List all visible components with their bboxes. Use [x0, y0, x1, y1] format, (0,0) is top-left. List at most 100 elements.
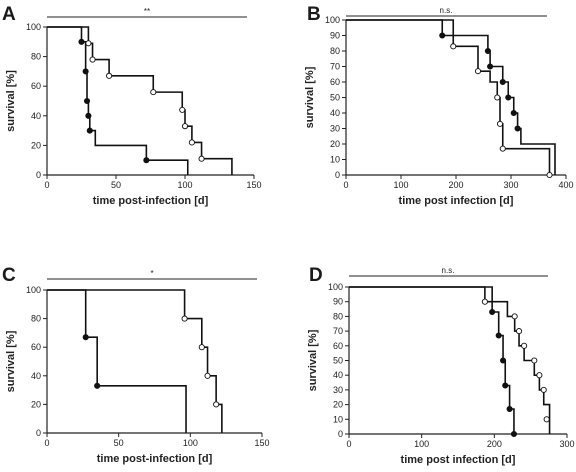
data-point-open: [511, 313, 518, 320]
survival-curve-filled: [47, 289, 187, 433]
data-point-open: [515, 328, 523, 335]
data-point-open: [494, 94, 501, 101]
y-tick-label: 80: [31, 52, 41, 62]
data-point-open: [188, 139, 195, 146]
y-tick-label: 90: [333, 297, 343, 307]
y-tick-label: 80: [330, 46, 340, 56]
survival-curve-open: [346, 19, 551, 175]
y-tick-label: 80: [333, 311, 343, 321]
survival-curve-filled: [349, 286, 516, 435]
x-tick-label: 200: [487, 439, 502, 449]
x-tick-label: 100: [177, 180, 192, 190]
x-tick-label: 150: [254, 438, 269, 448]
x-tick-label: 400: [558, 180, 573, 190]
data-point-open: [499, 145, 506, 152]
y-tick-label: 20: [31, 140, 41, 150]
panel-letter: B: [307, 4, 321, 25]
x-tick-label: 50: [114, 438, 124, 448]
survival-curve-filled: [47, 26, 189, 175]
x-tick-label: 0: [343, 180, 348, 190]
y-tick-label: 100: [26, 22, 41, 32]
data-point-open: [496, 120, 504, 127]
data-point-filled: [510, 109, 517, 117]
data-point-filled: [500, 357, 507, 364]
panel-a: A ** 0 20 40 60 80 100 0 50 100 150 time post-infect…: [2, 4, 262, 207]
y-tick-label: 10: [333, 414, 343, 424]
y-axis-title: survival [%]: [304, 66, 316, 128]
y-tick-label: 40: [333, 370, 343, 380]
data-point-open: [531, 357, 538, 364]
panel-letter: C: [2, 265, 16, 286]
data-point-open: [85, 40, 92, 47]
y-tick-label: 70: [333, 326, 343, 336]
y-tick-label: 20: [31, 399, 41, 409]
data-point-filled: [489, 308, 496, 316]
y-tick-label: 100: [325, 15, 340, 25]
data-point-filled: [506, 405, 513, 413]
x-tick-label: 200: [448, 180, 463, 190]
data-point-filled: [514, 125, 521, 132]
y-tick-label: 50: [333, 356, 343, 366]
data-point-open: [536, 372, 543, 379]
y-tick-label: 100: [328, 282, 343, 292]
y-tick-label: 10: [330, 155, 340, 165]
data-point-open: [150, 89, 157, 96]
y-tick-label: 60: [330, 77, 340, 87]
data-point-filled: [94, 382, 101, 389]
y-tick-label: 60: [333, 341, 343, 351]
data-point-filled: [510, 430, 518, 438]
data-point-filled: [484, 47, 491, 55]
x-tick-label: 150: [246, 180, 261, 190]
data-point-open: [106, 72, 113, 79]
significance-label: n.s.: [440, 6, 453, 15]
y-tick-label: 30: [330, 124, 340, 134]
data-point-filled: [487, 63, 494, 70]
y-tick-label: 30: [333, 385, 343, 395]
survival-curve-open: [349, 286, 551, 434]
survival-curve-open: [47, 289, 223, 433]
data-point-open: [181, 123, 189, 130]
data-point-filled: [505, 94, 512, 101]
data-point-open: [204, 372, 211, 379]
survival-curve-open: [47, 26, 233, 175]
significance-label: n.s.: [442, 266, 455, 275]
data-point-open: [89, 56, 96, 63]
data-point-filled: [85, 112, 92, 119]
data-point-open: [179, 106, 186, 113]
y-tick-label: 60: [31, 342, 41, 352]
data-point-filled: [82, 68, 89, 75]
y-tick-label: 80: [31, 314, 41, 324]
x-tick-label: 100: [414, 439, 429, 449]
data-point-open: [198, 344, 205, 351]
data-point-open: [198, 155, 205, 162]
data-point-filled: [499, 78, 506, 86]
y-tick-label: 40: [31, 111, 41, 121]
y-tick-label: 40: [330, 108, 340, 118]
data-point-open: [521, 342, 528, 349]
data-point-open: [450, 43, 457, 50]
data-point-filled: [502, 382, 509, 389]
x-axis-title: time post-infection [d]: [97, 453, 213, 465]
significance-label: *: [150, 269, 153, 278]
y-axis-title: survival [%]: [5, 70, 17, 132]
y-axis-title: survival [%]: [307, 329, 319, 391]
x-axis-title: time post-infection [d]: [93, 195, 209, 207]
data-point-filled: [495, 332, 502, 339]
data-point-open: [543, 416, 550, 423]
x-axis-title: time post infection [d]: [401, 454, 516, 466]
y-tick-label: 50: [330, 93, 340, 103]
data-point-open: [213, 401, 220, 408]
x-tick-label: 100: [183, 438, 198, 448]
y-axis-title: survival [%]: [5, 330, 17, 392]
panel-c: C * 0 20 40 60 80 100 0 50 100 150 time post-infecti…: [2, 265, 270, 465]
data-point-filled: [439, 32, 446, 39]
y-tick-label: 0: [36, 170, 41, 180]
survival-curve-filled: [346, 19, 556, 175]
y-tick-label: 0: [36, 428, 41, 438]
data-point-filled: [143, 157, 150, 164]
y-tick-label: 90: [330, 31, 340, 41]
y-tick-label: 70: [330, 62, 340, 72]
x-tick-label: 0: [44, 438, 49, 448]
